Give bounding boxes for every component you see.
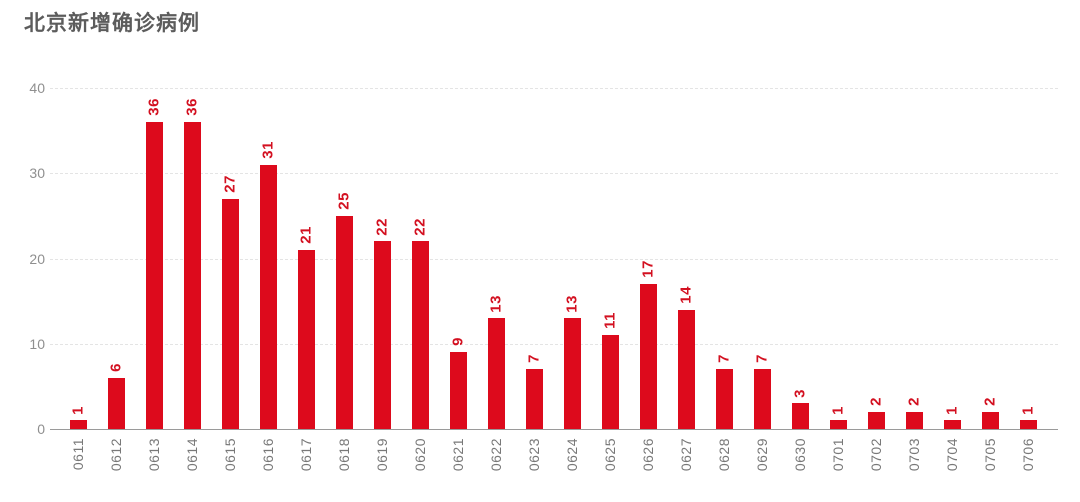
gridline [50, 88, 1058, 89]
bar-value-label: 2 [867, 397, 885, 406]
bar [221, 198, 239, 429]
x-axis-tick-label: 0621 [450, 438, 466, 472]
x-axis-tick-label: 0611 [70, 438, 86, 471]
x-axis-tick-label: 0706 [1020, 438, 1036, 472]
bar-value-label: 27 [221, 175, 239, 193]
bar [677, 309, 695, 429]
bar-value-label: 1 [1019, 405, 1037, 415]
bar [715, 369, 733, 429]
bar-value-label: 7 [525, 354, 543, 364]
bar-value-label: 14 [677, 285, 695, 304]
bar-value-label: 6 [107, 363, 125, 372]
bar [639, 284, 657, 429]
bar-value-label: 22 [411, 217, 429, 236]
bar-value-label: 36 [183, 98, 201, 117]
x-axis-tick-label: 0617 [298, 438, 314, 472]
x-axis-tick-label: 0627 [678, 438, 694, 472]
x-axis-tick-label: 0629 [754, 438, 770, 472]
x-axis-tick-label: 0626 [640, 438, 656, 472]
bar [829, 420, 847, 429]
x-axis-tick-label: 0702 [868, 438, 884, 472]
bar-value-label: 11 [601, 312, 619, 330]
bar [145, 122, 163, 429]
y-axis-tick-label: 40 [29, 80, 45, 96]
x-axis-tick-label: 0623 [526, 438, 542, 472]
bar [335, 215, 353, 429]
bar-value-label: 3 [791, 388, 809, 398]
x-axis-tick-label: 0620 [412, 438, 428, 472]
bar-value-label: 13 [487, 294, 505, 313]
bar [373, 241, 391, 429]
x-axis-tick-label: 0622 [488, 438, 504, 472]
bar [563, 318, 581, 429]
bar [905, 411, 923, 429]
x-axis-tick-label: 0619 [374, 438, 390, 472]
x-axis-tick-label: 0705 [982, 438, 998, 472]
x-axis-tick-label: 0628 [716, 438, 732, 472]
bar-value-label: 1 [69, 405, 87, 415]
x-axis-tick-label: 0701 [830, 438, 846, 472]
x-axis-tick-label: 0616 [260, 438, 276, 472]
y-axis-tick-label: 10 [29, 335, 45, 352]
bar-value-label: 2 [981, 397, 999, 406]
bar-value-label: 31 [259, 141, 277, 159]
x-axis-tick-label: 0614 [184, 438, 200, 472]
gridline [50, 258, 1058, 260]
x-axis-tick-label: 0613 [146, 438, 162, 472]
x-axis-tick-label: 0625 [602, 438, 618, 472]
x-axis-tick-label: 0615 [222, 438, 238, 472]
gridline [50, 173, 1058, 175]
bar [411, 241, 429, 429]
bar-value-label: 36 [145, 98, 163, 117]
bar [1019, 420, 1037, 429]
x-axis-tick-label: 0618 [336, 438, 352, 472]
bar [753, 369, 771, 429]
bar-value-label: 7 [715, 354, 733, 364]
bar [943, 420, 961, 429]
bar [183, 122, 201, 429]
bar [791, 403, 809, 429]
x-axis-tick-label: 0704 [944, 438, 960, 472]
x-axis-tick-label: 0624 [564, 438, 580, 472]
bar-value-label: 9 [449, 337, 467, 347]
bar [69, 420, 87, 429]
bar [867, 411, 885, 429]
bar-value-label: 1 [943, 405, 961, 415]
bar-value-label: 22 [373, 217, 391, 236]
bar-value-label: 2 [905, 397, 923, 406]
bar [259, 164, 277, 429]
x-axis-line [50, 429, 1058, 430]
bar-value-label: 25 [335, 192, 353, 210]
bar [449, 352, 467, 429]
bar [525, 369, 543, 429]
bar-value-label: 1 [829, 405, 847, 415]
bar [297, 249, 315, 429]
y-axis-tick-label: 30 [29, 165, 45, 182]
bar-value-label: 21 [297, 226, 315, 244]
bar-value-label: 13 [563, 294, 581, 313]
x-axis-tick-label: 0703 [906, 438, 922, 472]
x-axis-tick-label: 0630 [792, 438, 808, 472]
y-axis-tick-label: 0 [37, 421, 45, 437]
bar-value-label: 7 [753, 354, 771, 364]
bar [487, 318, 505, 429]
y-axis-tick-label: 20 [29, 250, 45, 267]
gridline [50, 343, 1058, 345]
x-axis-tick-label: 0612 [108, 438, 124, 472]
bar [601, 335, 619, 429]
bar [107, 377, 125, 429]
bar-value-label: 17 [639, 260, 657, 279]
bar [981, 411, 999, 429]
chart-title: 北京新增确诊病例 [24, 12, 200, 35]
